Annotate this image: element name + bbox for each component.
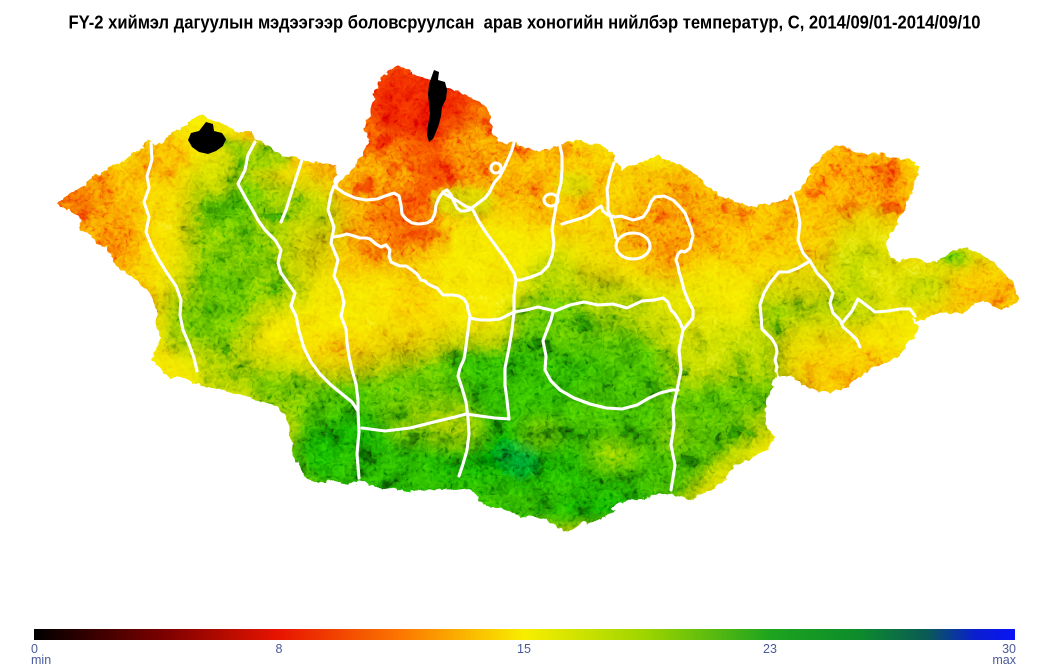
svg-text:23: 23 <box>763 642 777 656</box>
svg-text:8: 8 <box>276 642 283 656</box>
svg-text:30: 30 <box>1002 642 1016 656</box>
svg-text:max: max <box>992 653 1016 666</box>
svg-text:15: 15 <box>517 642 531 656</box>
svg-text:min: min <box>31 653 51 666</box>
svg-text:0: 0 <box>31 642 38 656</box>
